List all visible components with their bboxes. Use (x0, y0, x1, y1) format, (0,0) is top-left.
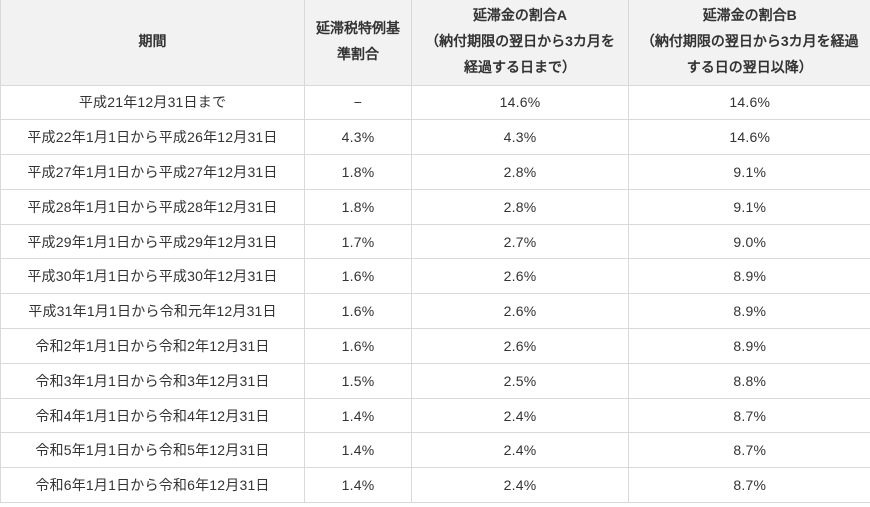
header-period: 期間 (0, 0, 305, 86)
rate-a-cell: 14.6% (411, 84, 629, 121)
rate-b-cell: 14.6% (628, 119, 870, 156)
table-header: 期間 延滞税特例基準割合 延滞金の割合A （納付期限の翌日から3カ月を経過する日… (0, 0, 870, 86)
period-cell: 令和6年1月1日から令和6年12月31日 (0, 467, 305, 504)
period-cell: 平成29年1月1日から平成29年12月31日 (0, 223, 305, 260)
period-cell: 平成28年1月1日から平成28年12月31日 (0, 188, 305, 225)
rate-a-cell: 2.4% (411, 432, 629, 469)
table-row: 平成29年1月1日から平成29年12月31日 1.7% 2.7% 9.0% (0, 223, 870, 260)
table-body: 平成21年12月31日まで − 14.6% 14.6% 平成22年1月1日から平… (0, 84, 870, 504)
rate-a-cell: 2.4% (411, 467, 629, 504)
base-rate-cell: 1.6% (304, 293, 412, 330)
table-row: 令和6年1月1日から令和6年12月31日 1.4% 2.4% 8.7% (0, 467, 870, 504)
base-rate-cell: 1.8% (304, 154, 412, 190)
period-cell: 平成30年1月1日から平成30年12月31日 (0, 258, 305, 295)
rate-b-cell: 9.1% (628, 188, 870, 225)
rate-b-cell: 14.6% (628, 84, 870, 121)
base-rate-cell: 1.6% (304, 328, 412, 364)
rate-a-cell: 2.7% (411, 223, 629, 260)
base-rate-cell: 1.5% (304, 362, 412, 399)
rate-b-cell: 9.1% (628, 154, 870, 190)
table-row: 平成27年1月1日から平成27年12月31日 1.8% 2.8% 9.1% (0, 154, 870, 190)
rate-a-cell: 2.5% (411, 362, 629, 399)
rate-b-cell: 8.7% (628, 432, 870, 469)
period-cell: 令和3年1月1日から令和3年12月31日 (0, 362, 305, 399)
rate-a-cell: 2.4% (411, 397, 629, 434)
header-rate-b: 延滞金の割合B （納付期限の翌日から3カ月を経過する日の翌日以降） (628, 0, 870, 86)
period-cell: 平成21年12月31日まで (0, 84, 305, 121)
period-cell: 令和4年1月1日から令和4年12月31日 (0, 397, 305, 434)
rate-a-cell: 2.8% (411, 154, 629, 190)
table-row: 平成31年1月1日から令和元年12月31日 1.6% 2.6% 8.9% (0, 293, 870, 330)
rate-b-cell: 8.9% (628, 293, 870, 330)
rate-a-cell: 4.3% (411, 119, 629, 156)
table-row: 平成21年12月31日まで − 14.6% 14.6% (0, 84, 870, 121)
table-row: 平成22年1月1日から平成26年12月31日 4.3% 4.3% 14.6% (0, 119, 870, 156)
base-rate-cell: 1.4% (304, 467, 412, 504)
table-row: 令和2年1月1日から令和2年12月31日 1.6% 2.6% 8.9% (0, 328, 870, 364)
rate-a-cell: 2.6% (411, 258, 629, 295)
table-row: 平成30年1月1日から平成30年12月31日 1.6% 2.6% 8.9% (0, 258, 870, 295)
base-rate-cell: 1.7% (304, 223, 412, 260)
period-cell: 令和2年1月1日から令和2年12月31日 (0, 328, 305, 364)
table-row: 令和4年1月1日から令和4年12月31日 1.4% 2.4% 8.7% (0, 397, 870, 434)
header-row: 期間 延滞税特例基準割合 延滞金の割合A （納付期限の翌日から3カ月を経過する日… (0, 0, 870, 86)
period-cell: 平成31年1月1日から令和元年12月31日 (0, 293, 305, 330)
rate-b-cell: 8.8% (628, 362, 870, 399)
rate-b-cell: 9.0% (628, 223, 870, 260)
table-row: 平成28年1月1日から平成28年12月31日 1.8% 2.8% 9.1% (0, 188, 870, 225)
rate-b-cell: 8.7% (628, 467, 870, 504)
rate-a-cell: 2.6% (411, 293, 629, 330)
period-cell: 令和5年1月1日から令和5年12月31日 (0, 432, 305, 469)
base-rate-cell: 1.4% (304, 432, 412, 469)
rate-b-cell: 8.9% (628, 328, 870, 364)
rate-a-cell: 2.8% (411, 188, 629, 225)
header-rate-a: 延滞金の割合A （納付期限の翌日から3カ月を経過する日まで） (411, 0, 629, 86)
table-row: 令和5年1月1日から令和5年12月31日 1.4% 2.4% 8.7% (0, 432, 870, 469)
rate-a-cell: 2.6% (411, 328, 629, 364)
base-rate-cell: 1.8% (304, 188, 412, 225)
base-rate-cell: 1.6% (304, 258, 412, 295)
header-base-rate: 延滞税特例基準割合 (304, 0, 412, 86)
base-rate-cell: − (304, 84, 412, 121)
table-row: 令和3年1月1日から令和3年12月31日 1.5% 2.5% 8.8% (0, 362, 870, 399)
base-rate-cell: 4.3% (304, 119, 412, 156)
rate-b-cell: 8.7% (628, 397, 870, 434)
rate-b-cell: 8.9% (628, 258, 870, 295)
period-cell: 平成27年1月1日から平成27年12月31日 (0, 154, 305, 190)
base-rate-cell: 1.4% (304, 397, 412, 434)
period-cell: 平成22年1月1日から平成26年12月31日 (0, 119, 305, 156)
